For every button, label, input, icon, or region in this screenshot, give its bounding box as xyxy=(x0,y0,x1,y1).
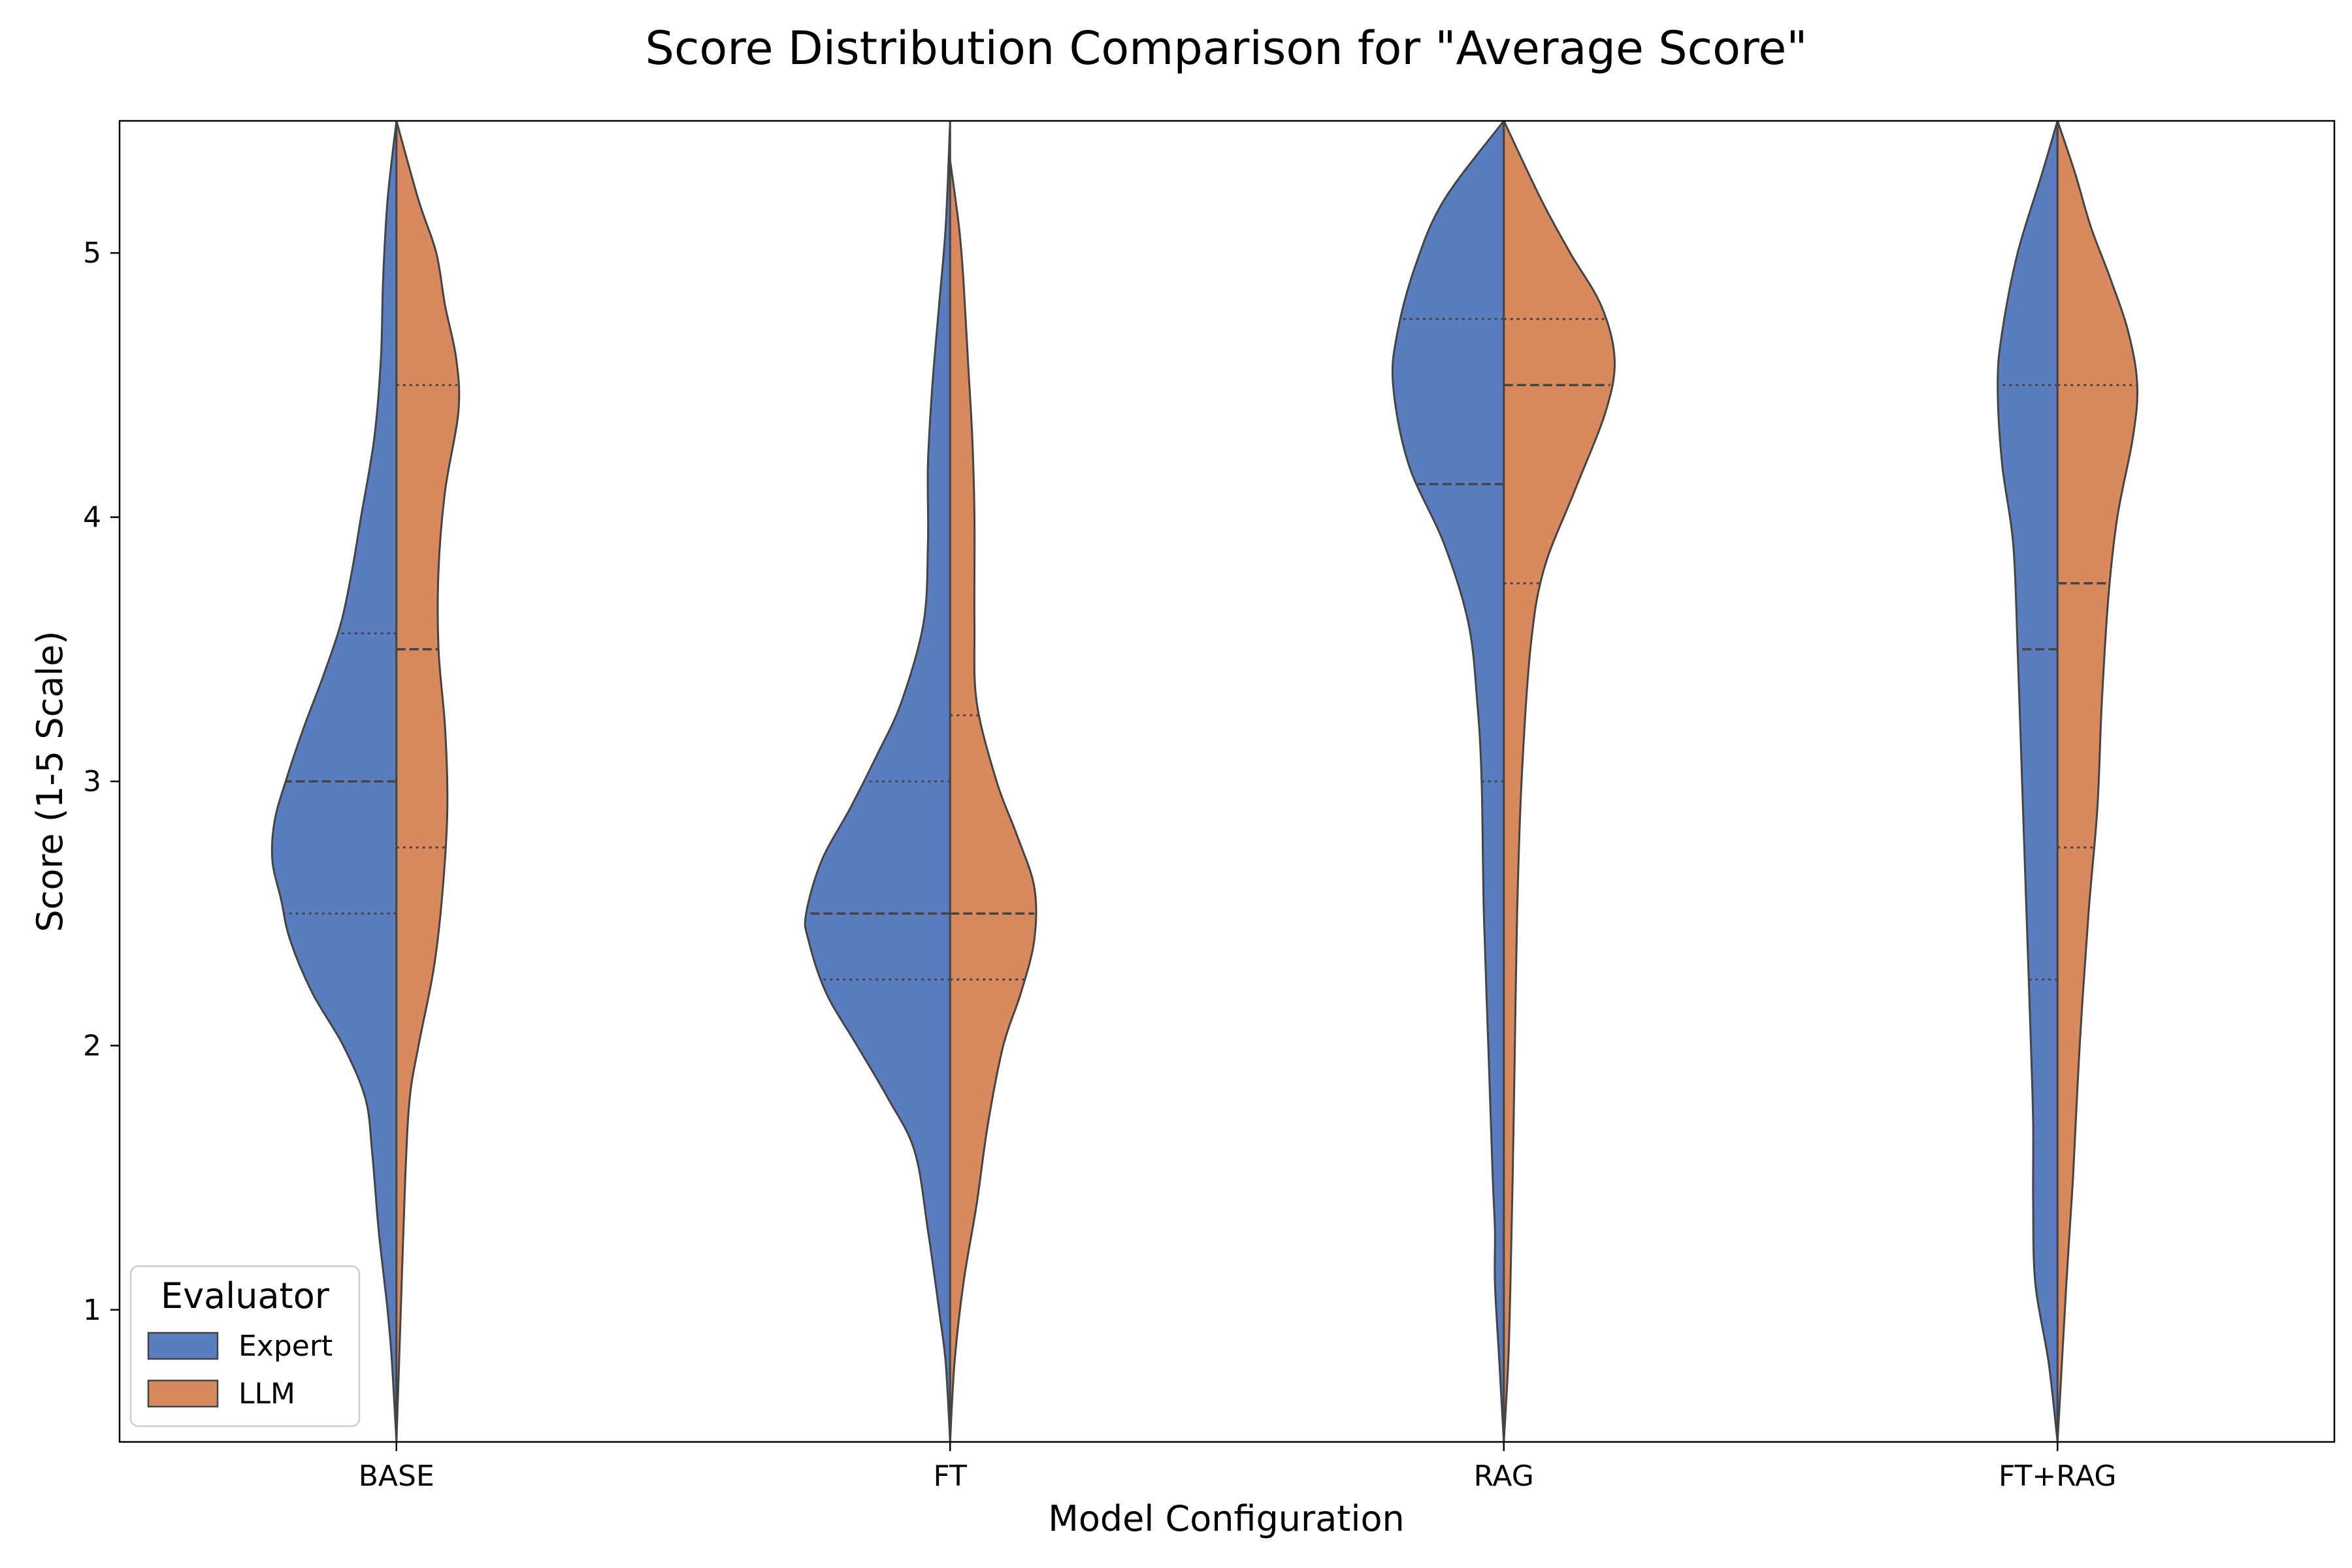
violins-group xyxy=(270,121,2139,1442)
y-axis-label: Score (1-5 Scale) xyxy=(29,630,71,932)
y-tick-label-2: 2 xyxy=(83,1029,101,1062)
violin-rag-llm xyxy=(1503,121,1616,1442)
y-tick-label-1: 1 xyxy=(83,1294,101,1327)
x-axis: BASE FT RAG FT+RAG xyxy=(359,1442,2117,1493)
legend-swatch-llm xyxy=(147,1379,219,1408)
y-tick-label-5: 5 xyxy=(83,237,101,270)
y-tick-label-3: 3 xyxy=(83,765,101,798)
legend-label-llm: LLM xyxy=(238,1377,295,1411)
violin-base-llm xyxy=(395,121,461,1442)
violin-ft-llm xyxy=(949,159,1037,1442)
violin-base-expert xyxy=(270,121,398,1442)
y-axis: 1 2 3 4 5 xyxy=(83,237,120,1327)
x-tick-label-rag: RAG xyxy=(1474,1460,1534,1493)
y-tick-label-4: 4 xyxy=(83,501,101,534)
x-tick-label-ft: FT xyxy=(934,1460,968,1493)
legend: Evaluator Expert LLM xyxy=(129,1265,361,1428)
violin-ft-rag-llm xyxy=(2056,121,2139,1442)
legend-title: Evaluator xyxy=(161,1275,330,1316)
violin-ft-rag-expert xyxy=(1997,121,2059,1442)
plot-area xyxy=(270,121,2139,1442)
x-tick-label-base: BASE xyxy=(359,1460,434,1493)
legend-label-expert: Expert xyxy=(238,1330,333,1363)
violin-rag-expert xyxy=(1391,121,1505,1442)
legend-swatch-expert xyxy=(147,1331,219,1360)
x-axis-label: Model Configuration xyxy=(1048,1498,1405,1539)
chart-title: Score Distribution Comparison for "Avera… xyxy=(645,22,1808,75)
x-tick-label-ft-rag: FT+RAG xyxy=(1999,1460,2117,1493)
